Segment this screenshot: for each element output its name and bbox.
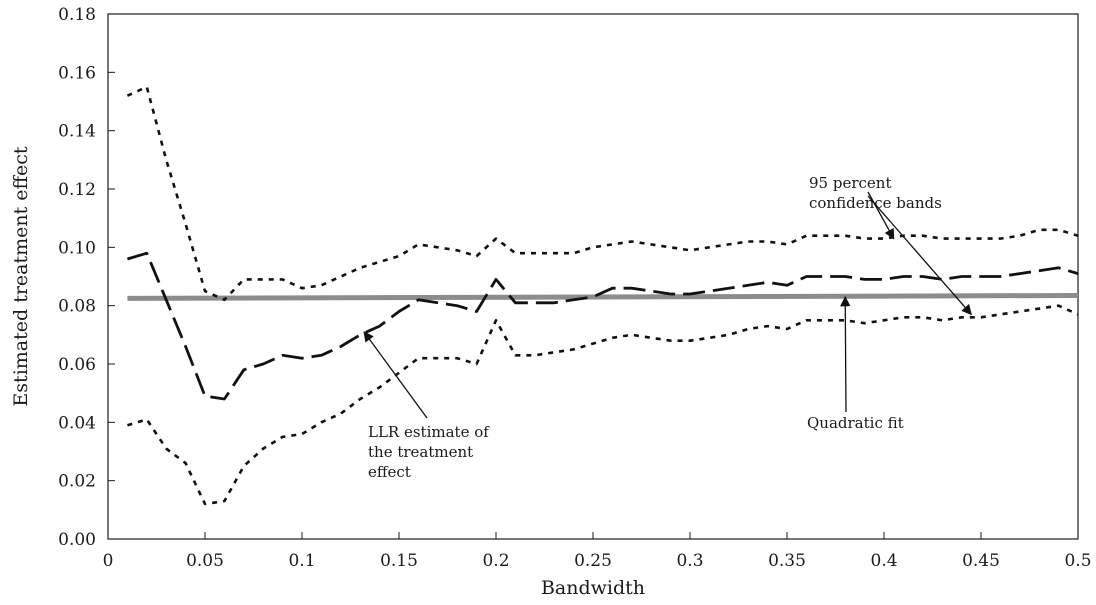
plot-area (107, 13, 1079, 540)
x-tick-label: 0.4 (870, 551, 897, 571)
annotation-quad-line: Quadratic fit (807, 414, 904, 432)
series-line-llr-estimate (126, 251, 1079, 401)
y-tick-label: 0.02 (58, 472, 96, 492)
y-tick-label: 0.14 (58, 122, 96, 142)
annotations: 95 percent confidence bands Quadratic fit L… (363, 174, 972, 481)
series-layer (126, 85, 1079, 506)
x-axis-title: Bandwidth (541, 577, 645, 599)
series-line-lower-band (127, 304, 1079, 506)
x-axis: 0 0.05 0.1 0.15 0.2 0.25 0.3 0.35 0.4 0.45 0.5 (103, 532, 1092, 571)
y-tick-label: 0.00 (58, 530, 96, 550)
y-tick-label: 0.04 (58, 413, 96, 433)
y-axis-title: Estimated treatment effect (10, 146, 32, 406)
y-tick-label: 0.18 (58, 5, 96, 25)
x-tick-label: 0.35 (768, 551, 806, 571)
x-tick-label: 0.5 (1064, 551, 1091, 571)
annotation-bands-line: 95 percent (809, 174, 891, 192)
y-axis: 0.00 0.02 0.04 0.06 0.08 0.10 0.12 0.14 0.16 0.18 (58, 5, 115, 550)
annotation-llr-line: LLR estimate of (368, 423, 490, 441)
x-tick-label: 0.45 (962, 551, 1000, 571)
x-tick-label: 0.05 (186, 551, 224, 571)
y-tick-label: 0.08 (58, 297, 96, 317)
series-line-quadratic-fit (127, 293, 1079, 301)
plot-frame (107, 13, 1079, 540)
y-tick-label: 0.12 (58, 180, 96, 200)
x-tick-label: 0 (103, 551, 114, 571)
annotation-quad-arrow (840, 295, 851, 413)
annotation-llr-arrow (363, 331, 428, 419)
annotation-bands-arrow (867, 195, 972, 316)
y-tick-label: 0.10 (58, 238, 96, 258)
y-tick-label: 0.06 (58, 355, 96, 375)
annotation-llr-line: effect (368, 463, 411, 481)
x-tick-label: 0.2 (482, 551, 509, 571)
x-tick-label: 0.3 (676, 551, 703, 571)
x-tick-label: 0.25 (574, 551, 612, 571)
x-tick-label: 0.1 (288, 551, 315, 571)
annotation-bands-arrow (867, 191, 895, 240)
annotation-bands-line: confidence bands (809, 194, 942, 212)
annotation-llr-line: the treatment (368, 443, 473, 461)
quadratic-fit-layer (127, 293, 1079, 301)
x-tick-label: 0.15 (380, 551, 418, 571)
y-tick-label: 0.16 (58, 63, 96, 83)
